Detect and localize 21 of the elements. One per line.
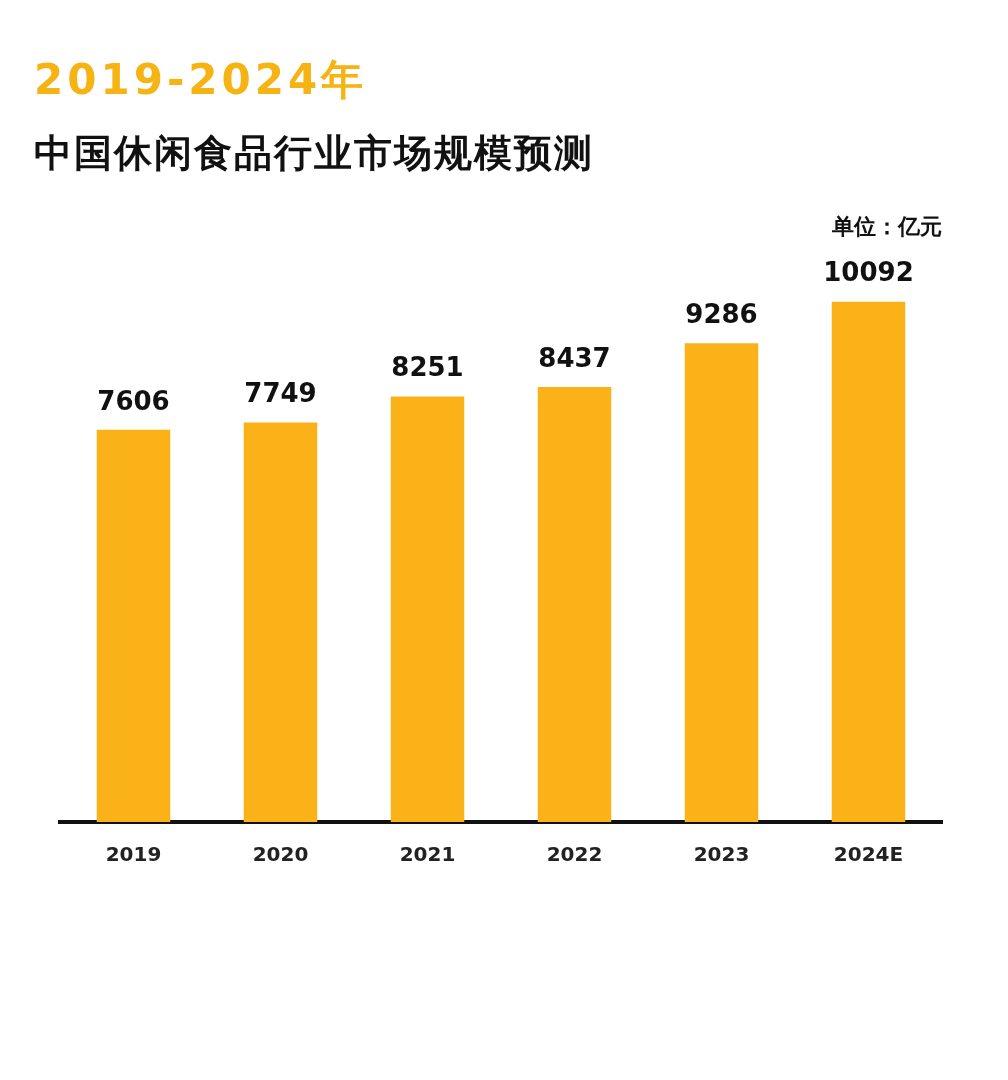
data-label: 9286	[685, 298, 758, 329]
data-label: 8437	[538, 342, 611, 373]
data-label: 8251	[391, 352, 464, 383]
bar	[243, 422, 318, 822]
x-tick-label: 2024E	[833, 842, 904, 867]
data-label: 7606	[97, 385, 170, 416]
bar	[390, 396, 465, 822]
chart-subtitle: 中国休闲食品行业市场规模预测	[34, 130, 594, 177]
bar	[537, 386, 612, 822]
text: 单位：亿元	[832, 213, 942, 241]
data-label: 7749	[244, 378, 317, 409]
x-tick-label: 2022	[546, 842, 603, 867]
x-tick-label: 2023	[693, 842, 750, 867]
x-tick-label: 2020	[252, 842, 309, 867]
bar	[831, 301, 906, 822]
x-tick-label: 2019	[105, 842, 162, 867]
bar	[96, 429, 171, 822]
chart-title: 2019-2024年	[34, 54, 368, 106]
data-label: 10092	[823, 257, 914, 288]
x-tick-label: 2021	[399, 842, 456, 867]
bar	[684, 343, 759, 822]
